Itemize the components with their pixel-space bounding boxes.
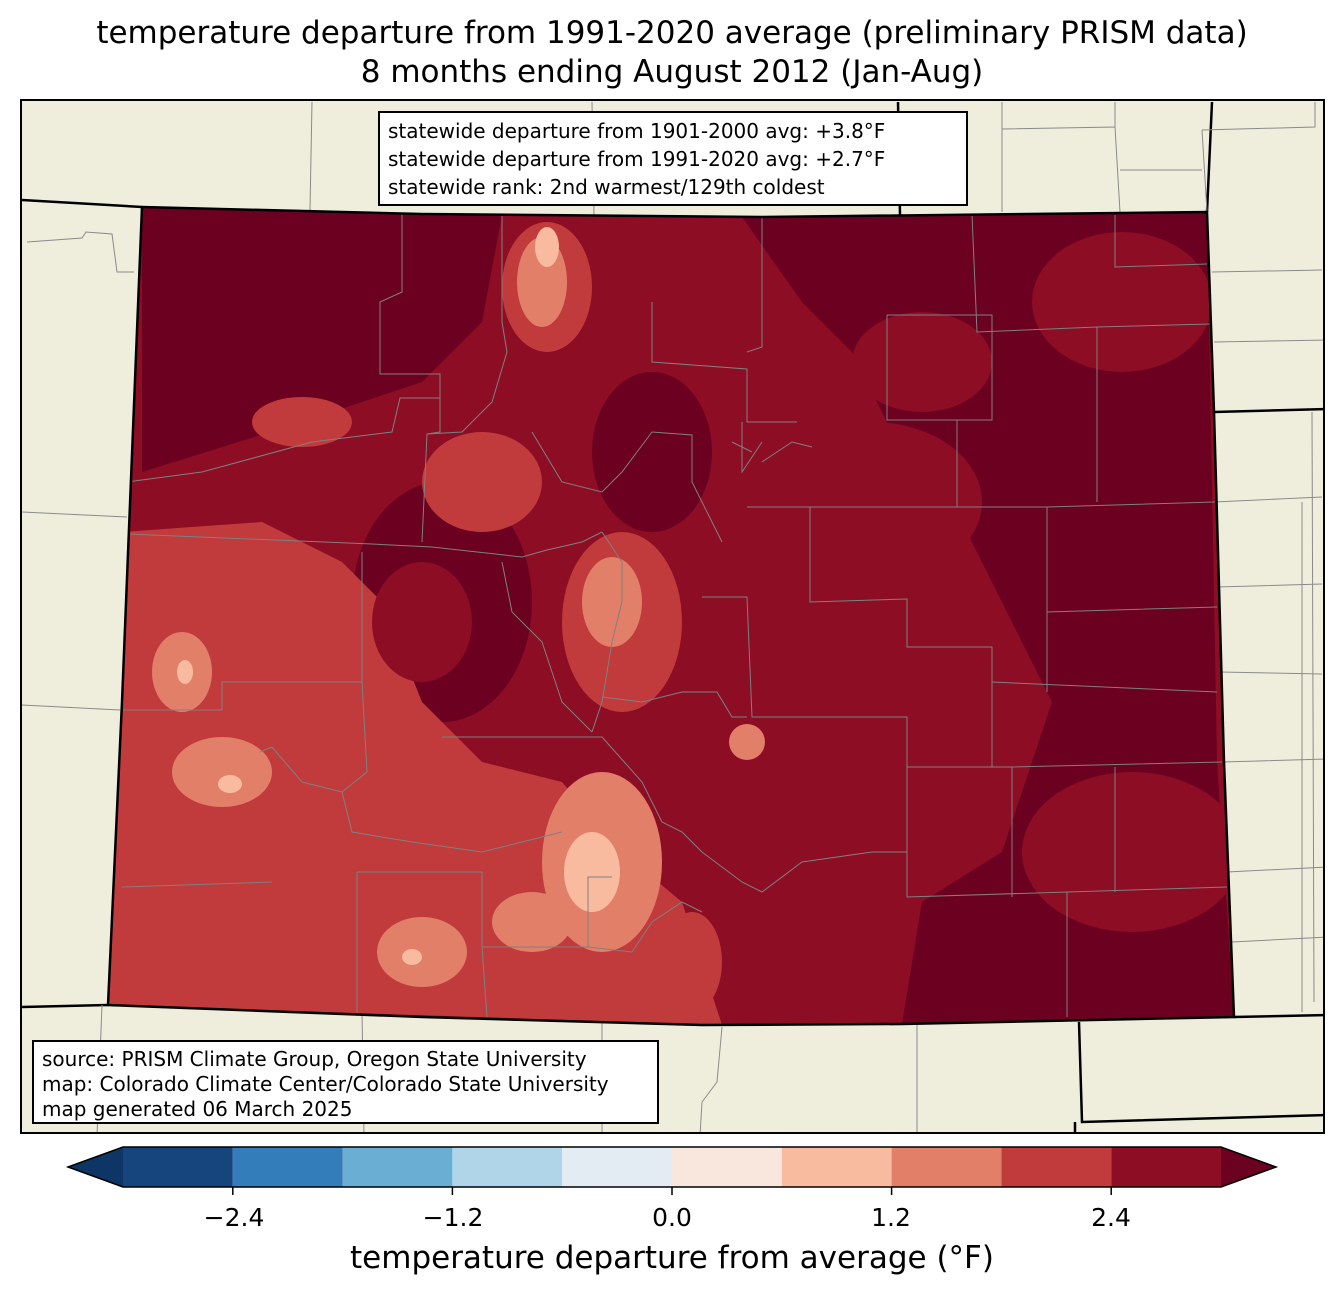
colorbar-under-arrow bbox=[68, 1147, 123, 1187]
map-frame bbox=[20, 99, 1325, 1134]
colorbar-bin bbox=[1111, 1147, 1221, 1187]
colorbar-bin bbox=[891, 1147, 1002, 1187]
colorbar-tick-label: 2.4 bbox=[1091, 1203, 1131, 1232]
temperature-departure-map bbox=[22, 101, 1323, 1132]
credits-map: map: Colorado Climate Center/Colorado St… bbox=[42, 1072, 609, 1096]
colorbar-tick-label: 1.2 bbox=[871, 1203, 911, 1232]
credits-generated: map generated 06 March 2025 bbox=[42, 1097, 353, 1121]
county-lines bbox=[121, 214, 1228, 1018]
colorbar-bin bbox=[672, 1147, 782, 1187]
colorbar-over-arrow bbox=[1221, 1147, 1276, 1187]
map-title-line1: temperature departure from 1991-2020 ave… bbox=[96, 15, 1248, 51]
colorbar-bin bbox=[232, 1147, 343, 1187]
stats-line-1991-2020: statewide departure from 1991-2020 avg: … bbox=[388, 147, 886, 171]
colorado-border bbox=[106, 205, 1236, 1027]
colorado-temperature-field bbox=[108, 207, 1234, 1025]
colorbar-tick-label: −1.2 bbox=[422, 1203, 484, 1232]
credits-source: source: PRISM Climate Group, Oregon Stat… bbox=[42, 1047, 587, 1071]
colorbar-tick-label: 0.0 bbox=[652, 1203, 692, 1232]
colorbar-bin bbox=[123, 1147, 233, 1187]
map-title-line2: 8 months ending August 2012 (Jan-Aug) bbox=[360, 54, 984, 90]
stats-line-rank: statewide rank: 2nd warmest/129th coldes… bbox=[388, 175, 825, 199]
statewide-stats-box: statewide departure from 1901-2000 avg: … bbox=[378, 111, 968, 206]
colorbar-bin bbox=[342, 1147, 453, 1187]
colorbar-tick-label: −2.4 bbox=[203, 1203, 265, 1232]
colorbar-bin bbox=[452, 1147, 563, 1187]
colorbar-bin bbox=[1001, 1147, 1112, 1187]
colorbar-label: temperature departure from average (°F) bbox=[350, 1240, 994, 1276]
stats-line-1901-2000: statewide departure from 1901-2000 avg: … bbox=[388, 119, 886, 143]
colorbar-bin bbox=[562, 1147, 672, 1187]
credits-box: source: PRISM Climate Group, Oregon Stat… bbox=[32, 1040, 659, 1124]
colorbar-bin bbox=[781, 1147, 892, 1187]
colorbar-outline bbox=[65, 1146, 1279, 1188]
